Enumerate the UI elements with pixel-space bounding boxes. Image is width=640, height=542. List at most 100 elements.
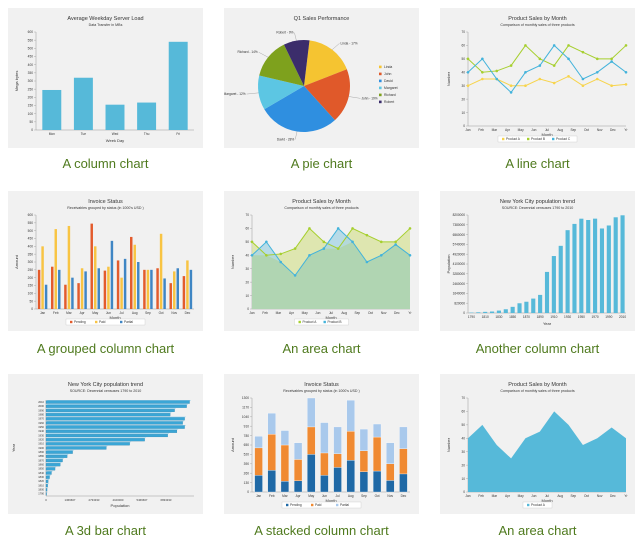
chart-panel[interactable]: Product Sales by Month Comparison of mont… [440, 374, 635, 514]
chart-caption[interactable]: Another column chart [475, 341, 600, 356]
y-tick-label: 200 [28, 276, 34, 280]
x-tick-label: Aug [348, 494, 354, 498]
legend-swatch [379, 86, 382, 90]
bar [105, 104, 125, 130]
y-tick-label: 250 [28, 87, 34, 91]
bar-segment [372, 436, 382, 472]
y-tick-label: 0 [463, 124, 465, 128]
pie-label-value: 9 [289, 31, 291, 35]
y-tick-label: 0 [463, 311, 465, 315]
x-tick-label: Jun [531, 494, 536, 498]
legend [497, 135, 578, 143]
legend-label: Product A [303, 320, 318, 324]
y-tick-label: 450 [28, 55, 34, 59]
x-tick-label: Mar [492, 128, 498, 132]
x-tick-label: Nov [171, 311, 177, 315]
y-axis-label: Amount [14, 254, 19, 269]
chart-panel[interactable]: Invoice Status Receivables grouped by sta… [224, 374, 419, 514]
chart-subtitle: SOURCE: Decennial censuses 1790 to 2010 [502, 206, 574, 210]
x-tick-label: Yr [624, 494, 628, 498]
bar [551, 256, 556, 313]
x-tick-label: 1870 [523, 315, 530, 319]
x-tick-label: Sep [354, 311, 360, 315]
x-tick-label: May [308, 494, 314, 498]
y-tick-label: 100 [28, 292, 34, 296]
chart-caption[interactable]: A grouped column chart [36, 341, 175, 356]
y-tick-label: 550 [28, 38, 34, 42]
chart-subtitle: Comparison of monthly sales of three pro… [500, 389, 575, 393]
x-tick-label: Jul [329, 311, 333, 315]
x-tick-label: 1810 [482, 315, 489, 319]
legend-label: Margaret [384, 86, 398, 90]
y-tick-label: 1170 [242, 406, 249, 410]
y-tick-label: 130 [244, 481, 250, 485]
bar [45, 480, 49, 483]
y-tick-label: 1880 [38, 454, 44, 458]
x-tick-label: Feb [262, 311, 268, 315]
y-tick-label: 400 [28, 245, 34, 249]
y-tick-label: 350 [28, 252, 34, 256]
series-line [251, 227, 411, 277]
chart-caption[interactable]: A column chart [62, 156, 149, 171]
chart-panel[interactable]: New York City population trend SOURCE: De… [8, 374, 203, 514]
bar-top [46, 416, 187, 418]
data-point [322, 247, 326, 250]
x-tick-label: Aug [557, 128, 563, 132]
bar [189, 269, 193, 309]
bar [137, 102, 157, 130]
bar [45, 442, 130, 446]
bar [168, 41, 188, 130]
legend-swatch [120, 320, 123, 324]
x-tick-label: Jul [120, 311, 124, 315]
x-axis-label: Month [541, 132, 552, 137]
pie-slice [264, 86, 335, 133]
y-tick-label: 1920 [38, 437, 44, 441]
data-point [293, 274, 297, 277]
bar [558, 245, 563, 313]
pie-label-sep: - [248, 50, 251, 54]
y-tick-label: 70 [461, 30, 465, 34]
y-tick-label: 780 [244, 434, 250, 438]
chart-panel[interactable]: Q1 Sales Performance Linda - 17% Linda John… [224, 8, 419, 148]
bar [150, 269, 153, 309]
y-tick-label: 0 [247, 307, 249, 311]
x-tick-label: Jun [106, 311, 111, 315]
y-tick-label: 200 [28, 96, 34, 100]
chart-title: Average Weekday Server Load [67, 16, 143, 22]
chart-panel[interactable]: Product Sales by Month Comparison of mont… [440, 8, 635, 148]
y-tick-label: 1640000 [453, 292, 466, 296]
bar-top [46, 483, 50, 485]
x-tick-label: May [518, 494, 524, 498]
bar-segment [399, 473, 408, 493]
data-point [308, 253, 311, 257]
chart-caption[interactable]: A pie chart [290, 156, 353, 171]
chart-panel[interactable]: Invoice Status Receivables grouped by sta… [8, 191, 203, 331]
x-axis-label: Month [109, 315, 120, 320]
legend-swatch [323, 320, 326, 324]
chart-caption[interactable]: A stacked column chart [254, 523, 389, 538]
chart-caption[interactable]: An area chart [498, 523, 577, 538]
bar-segment [346, 431, 355, 461]
data-point [308, 227, 311, 230]
data-point [624, 70, 628, 74]
bar-segment [320, 452, 329, 476]
chart-panel[interactable]: Average Weekday Server Load Data Transfer… [8, 8, 203, 148]
y-tick-label: 1950 [38, 425, 44, 429]
x-tick-label: Jan [465, 494, 470, 498]
bar [107, 266, 110, 309]
bar-top [46, 466, 57, 468]
chart-caption[interactable]: A line chart [505, 156, 570, 171]
data-point [595, 70, 599, 74]
y-tick-label: 2000 [38, 404, 44, 408]
bar [45, 421, 183, 425]
chart-caption[interactable]: An area chart [282, 341, 361, 356]
chart-panel[interactable]: Product Sales by Month Comparison of mont… [224, 191, 419, 331]
bar [137, 262, 140, 309]
chart-panel[interactable]: New York City population trend SOURCE: De… [440, 191, 635, 331]
bar [483, 311, 488, 313]
x-axis-label: Month [325, 498, 336, 503]
chart-title: Invoice Status [88, 199, 123, 205]
chart-caption[interactable]: A 3d bar chart [65, 523, 146, 538]
